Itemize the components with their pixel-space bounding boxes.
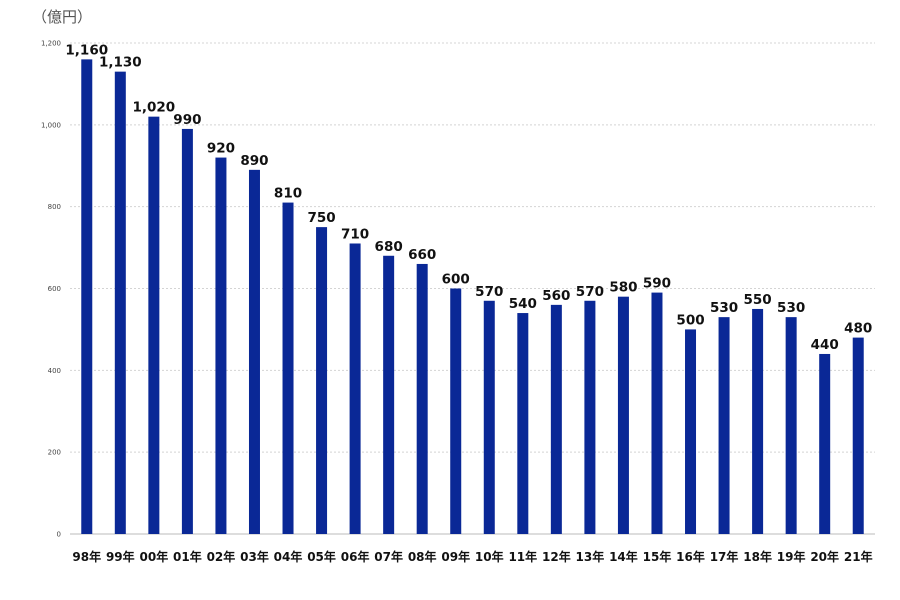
data-label: 920 [207, 141, 235, 157]
x-tick-label: 05年 [307, 549, 336, 564]
x-tick-label: 18年 [743, 549, 772, 564]
unit-label: （億円） [32, 8, 93, 26]
x-tick-label: 11年 [508, 549, 537, 564]
x-tick-label: 13年 [576, 549, 605, 564]
bar [81, 59, 93, 534]
x-tick-label: 07年 [374, 549, 403, 564]
bar [617, 296, 629, 534]
data-label: 570 [475, 284, 503, 300]
data-label: 550 [744, 292, 772, 308]
y-tick-label: 400 [48, 367, 61, 375]
x-tick-label: 04年 [274, 549, 303, 564]
data-label: 710 [341, 226, 369, 242]
data-label: 660 [408, 247, 436, 263]
data-label: 540 [509, 296, 537, 312]
bar [349, 243, 361, 534]
x-tick-label: 06年 [341, 549, 370, 564]
y-tick-label: 1,000 [41, 121, 61, 129]
x-tick-label: 00年 [140, 549, 169, 564]
x-tick-label: 16年 [676, 549, 705, 564]
bar [483, 300, 495, 534]
x-tick-label: 98年 [72, 549, 101, 564]
bar [517, 313, 529, 534]
data-label: 530 [710, 300, 738, 316]
data-label: 530 [777, 300, 805, 316]
bar [852, 337, 864, 534]
x-tick-label: 02年 [207, 549, 236, 564]
bar [584, 300, 596, 534]
bar [785, 317, 797, 534]
data-label: 480 [844, 321, 872, 337]
bar [181, 128, 193, 535]
x-tick-label: 21年 [844, 549, 873, 564]
x-tick-label: 12年 [542, 549, 571, 564]
data-label: 500 [676, 312, 704, 328]
x-axis-ticks: 98年 99年 00年 01年 02年 03年 04年 05年 06年 07年 08年 09年 10年 1… [72, 549, 872, 564]
bar [215, 157, 227, 535]
bar [316, 227, 328, 534]
bar [550, 304, 562, 534]
x-tick-label: 19年 [777, 549, 806, 564]
gridlines [70, 42, 875, 535]
bar [752, 308, 764, 534]
bar [114, 71, 126, 535]
data-label: 1,020 [133, 100, 176, 116]
x-tick-label: 09年 [441, 549, 470, 564]
bar [282, 202, 294, 534]
bars [81, 59, 864, 535]
y-tick-label: 800 [48, 203, 61, 211]
data-label: 580 [609, 280, 637, 296]
x-tick-label: 14年 [609, 549, 638, 564]
data-label: 560 [542, 288, 570, 304]
bar [718, 317, 730, 534]
data-label: 600 [442, 272, 470, 288]
bar [450, 288, 462, 534]
bar [148, 116, 160, 535]
x-tick-label: 15年 [643, 549, 672, 564]
bar [383, 255, 395, 534]
bar [819, 353, 831, 534]
x-tick-label: 08年 [408, 549, 437, 564]
y-tick-label: 0 [57, 531, 61, 539]
data-label: 590 [643, 276, 671, 292]
data-label: 890 [240, 153, 268, 169]
bar [248, 169, 260, 534]
bar [416, 263, 428, 534]
bar [651, 292, 663, 534]
data-label: 810 [274, 186, 302, 202]
x-tick-label: 10年 [475, 549, 504, 564]
data-label: 750 [307, 210, 335, 226]
data-label: 440 [811, 337, 839, 353]
data-label: 1,160 [65, 42, 108, 58]
x-tick-label: 03年 [240, 549, 269, 564]
x-tick-label: 99年 [106, 549, 135, 564]
y-tick-label: 600 [48, 285, 61, 293]
data-label: 680 [375, 239, 403, 255]
y-axis-ticks: 0 200 400 600 800 1,000 1,200 [41, 40, 61, 539]
data-label: 990 [173, 112, 201, 128]
x-tick-label: 01年 [173, 549, 202, 564]
data-label: 1,130 [99, 55, 142, 71]
y-tick-label: 1,200 [41, 40, 61, 48]
data-label: 570 [576, 284, 604, 300]
y-tick-label: 200 [48, 449, 61, 457]
x-tick-label: 20年 [810, 549, 839, 564]
bar [685, 329, 697, 534]
x-tick-label: 17年 [710, 549, 739, 564]
